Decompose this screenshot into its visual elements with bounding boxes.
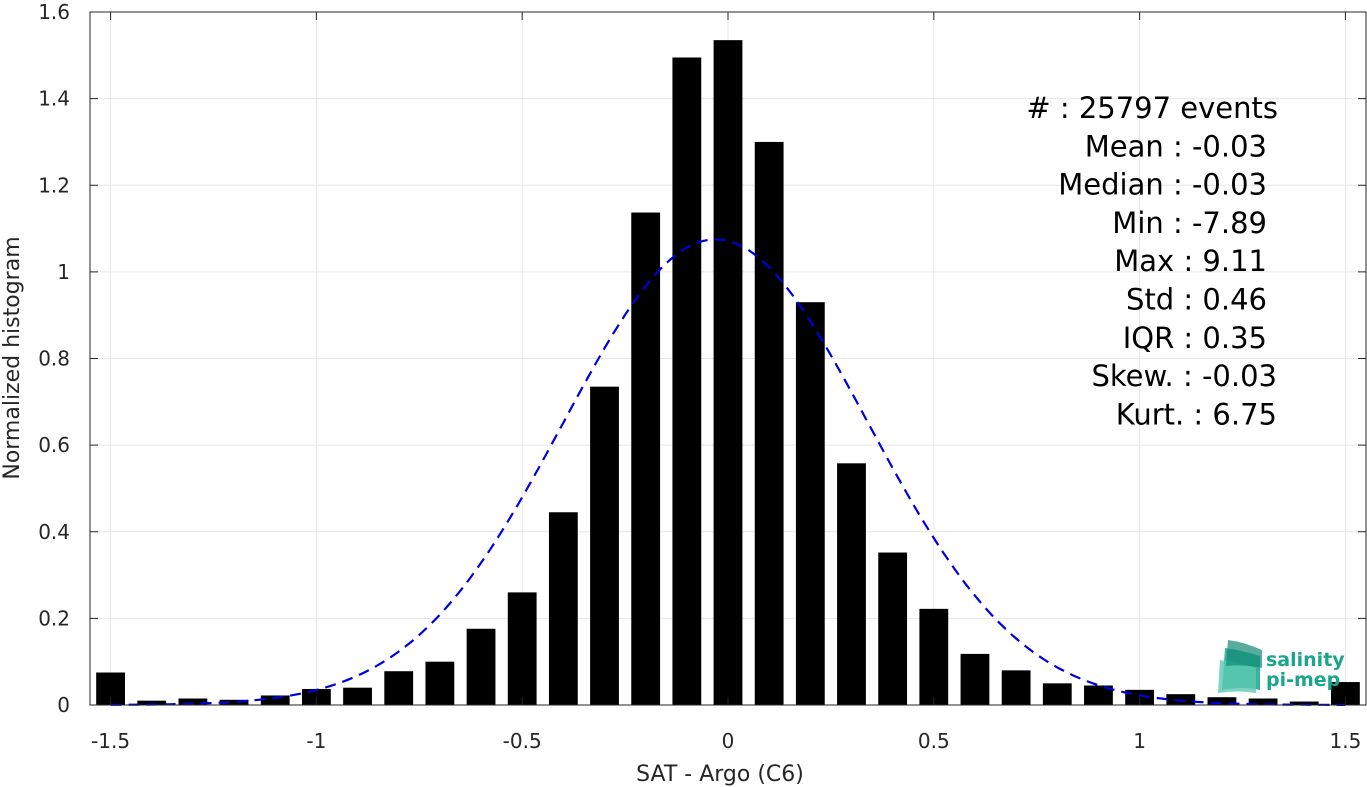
statistic-line: Min : -7.89 (1112, 206, 1267, 240)
histogram-bar (384, 671, 414, 705)
histogram-bar (548, 512, 578, 705)
statistic-line: IQR : 0.35 (1123, 321, 1267, 355)
y-tick-label: 1.4 (38, 87, 70, 111)
y-tick-label: 1.6 (38, 0, 70, 24)
wave-logo-icon (1218, 640, 1262, 693)
statistic-line: Median : -0.03 (1058, 168, 1267, 202)
y-axis-label: Normalized histogram (0, 236, 25, 479)
histogram-bar (1001, 670, 1031, 705)
histogram-bar (1289, 701, 1319, 705)
histogram-bar (795, 302, 825, 705)
x-tick-label: -1.5 (91, 729, 130, 753)
y-tick-label: 0.4 (38, 520, 70, 544)
histogram-bar (590, 386, 619, 705)
salinity-pi-mep-logo: salinity pi-mep (1218, 640, 1345, 693)
histogram-bar (219, 699, 249, 705)
histogram-bar (1084, 685, 1113, 705)
histogram-bar (137, 700, 167, 705)
normal-fit-curve (110, 238, 1346, 706)
histogram-bar (301, 688, 331, 705)
histogram-bar (672, 57, 702, 705)
statistics-annotation: # : 25797 events Mean : -0.03 Median : -0.… (1026, 91, 1278, 431)
histogram-bar (178, 698, 208, 705)
x-tick-label: -1 (306, 729, 326, 753)
histogram-bar (1207, 697, 1237, 705)
statistic-line: Kurt. : 6.75 (1116, 397, 1277, 431)
x-tick-label: 0.5 (918, 729, 950, 753)
y-tick-label: 1 (57, 260, 70, 284)
histogram-bar (713, 40, 743, 705)
logo-text-line1: salinity (1266, 649, 1345, 671)
x-tick-label: -0.5 (503, 729, 542, 753)
statistic-line: Skew. : -0.03 (1091, 359, 1277, 393)
y-tick-label: 0.2 (38, 606, 70, 630)
x-tick-label: 0 (722, 729, 735, 753)
statistic-line: # : 25797 events (1026, 91, 1278, 125)
histogram-bar (466, 628, 496, 705)
histogram-bar (754, 141, 784, 705)
y-tick-label: 1.2 (38, 173, 70, 197)
statistic-line: Mean : -0.03 (1085, 129, 1267, 163)
statistic-line: Std : 0.46 (1126, 283, 1267, 317)
x-axis-ticks: -1.5 -1 -0.5 0 0.5 1 1.5 (91, 12, 1361, 753)
histogram-bar (1042, 683, 1072, 705)
histogram-bar (1331, 682, 1360, 705)
histogram-bar (343, 687, 372, 705)
y-tick-label: 0 (57, 693, 70, 717)
histogram-bar (960, 653, 990, 705)
logo-text-line2: pi-mep (1266, 669, 1340, 691)
histogram-bar (878, 552, 908, 705)
statistic-line: Max : 9.11 (1114, 244, 1267, 278)
histogram-bar (631, 212, 661, 706)
histogram-bar (837, 463, 866, 705)
histogram-bar (260, 695, 290, 705)
x-tick-label: 1 (1133, 729, 1146, 753)
histogram-bars (96, 40, 1360, 706)
y-axis-ticks: 0 0.2 0.4 0.6 0.8 1 1.2 1.4 1.6 (38, 0, 1366, 717)
y-tick-label: 0.8 (38, 347, 70, 371)
x-tick-label: 1.5 (1330, 729, 1362, 753)
histogram-bar (1248, 698, 1278, 705)
histogram-bar (507, 592, 537, 705)
histogram-bar (425, 661, 455, 705)
y-tick-label: 0.6 (38, 433, 70, 457)
histogram-bar (919, 608, 949, 705)
x-axis-label: SAT - Argo (C6) (636, 762, 804, 787)
